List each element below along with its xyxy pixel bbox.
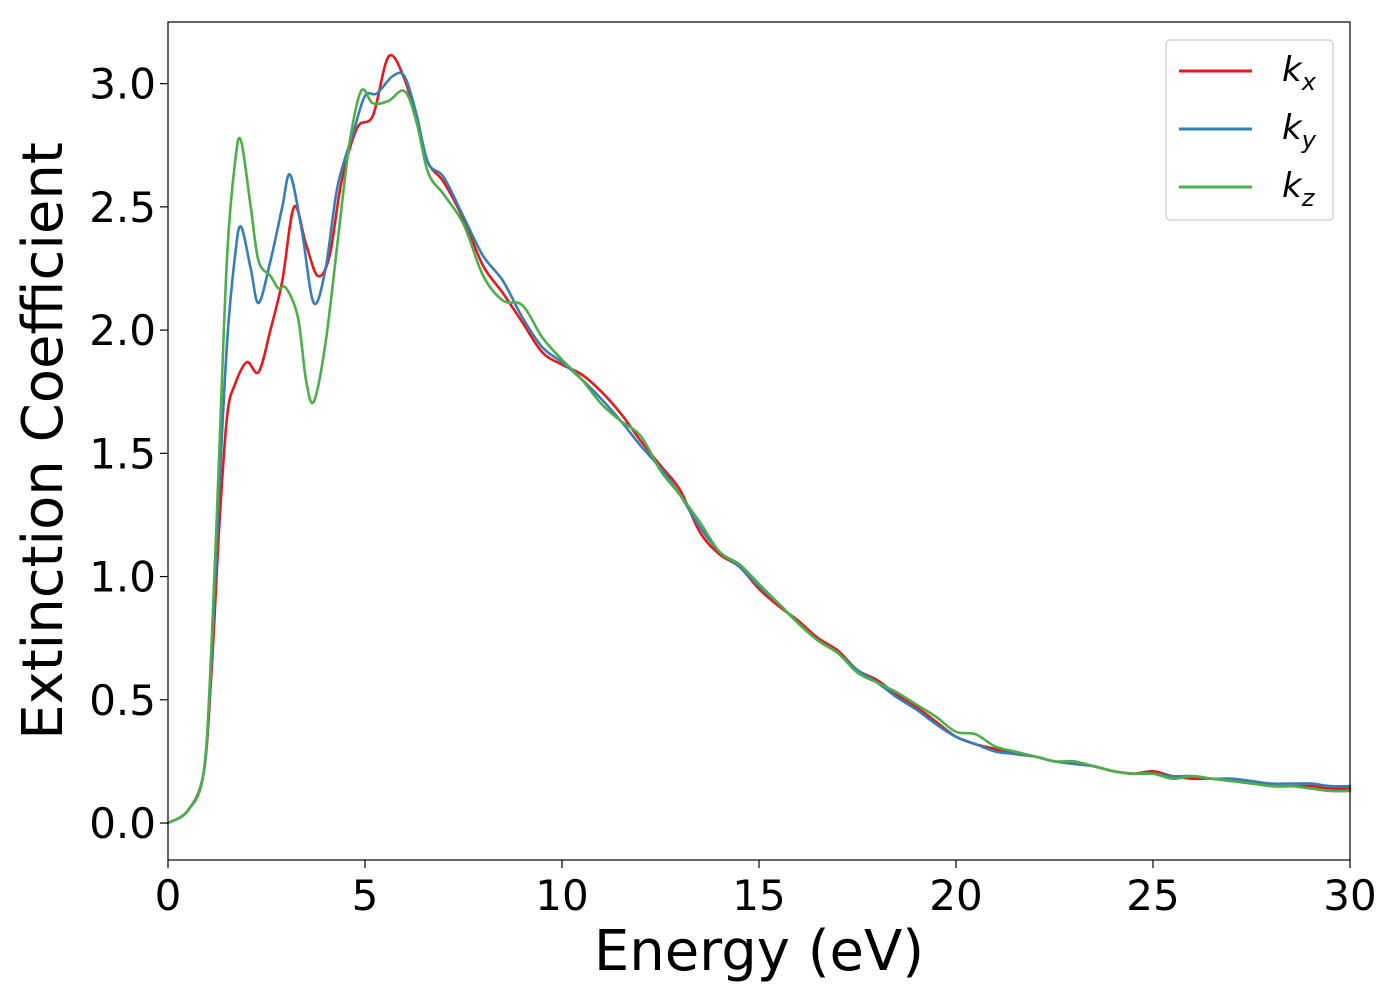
y-tick-label: 1.0 (89, 553, 156, 602)
y-tick-label: 2.5 (89, 183, 156, 232)
y-tick-label: 2.0 (89, 306, 156, 355)
x-tick-label: 30 (1323, 871, 1376, 920)
x-tick-label: 15 (732, 871, 785, 920)
legend-label-k-x: kx (1282, 50, 1317, 96)
y-tick-label: 0.5 (89, 676, 156, 725)
x-tick-label: 20 (929, 871, 982, 920)
y-axis-title: Extinction Coefficient (11, 142, 76, 740)
x-tick-label: 25 (1126, 871, 1179, 920)
x-axis-title: Energy (eV) (594, 919, 924, 984)
series-layer (166, 53, 1352, 825)
legend: kx ky kz (1165, 39, 1334, 221)
series-line-k-z (166, 88, 1352, 825)
x-axis: 0 5 10 15 20 25 30 (155, 860, 1377, 920)
legend-label-k-z: kz (1282, 166, 1316, 212)
legend-label-k-y: ky (1282, 108, 1317, 154)
x-tick-label: 10 (535, 871, 588, 920)
x-tick-label: 5 (352, 871, 379, 920)
y-tick-label: 0.0 (89, 799, 156, 848)
y-tick-label: 3.0 (89, 60, 156, 109)
y-axis: 0.0 0.5 1.0 1.5 2.0 2.5 3.0 (89, 60, 168, 848)
x-tick-label: 0 (155, 871, 182, 920)
plot-area (168, 22, 1350, 860)
y-tick-label: 1.5 (89, 429, 156, 478)
